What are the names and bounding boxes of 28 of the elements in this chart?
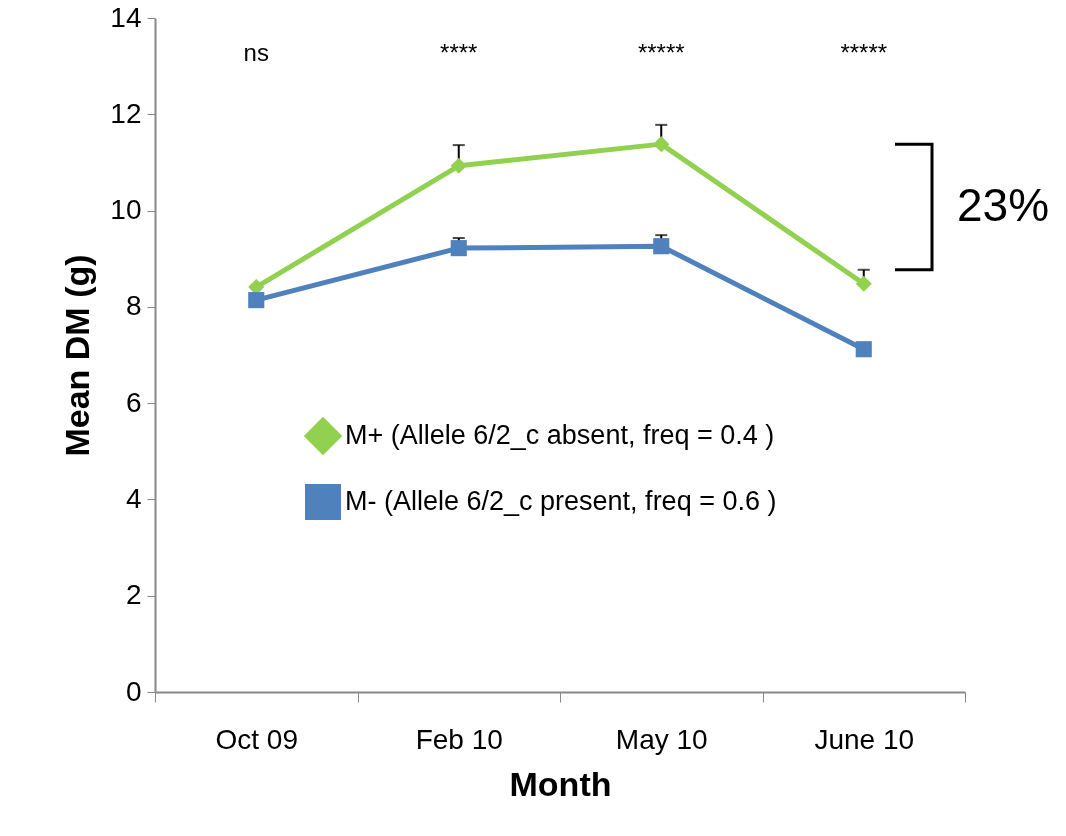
y-tick-label: 2	[125, 579, 142, 611]
y-tick-label: 10	[110, 194, 142, 226]
point	[653, 238, 670, 255]
annotation: *****	[840, 39, 888, 66]
y-axis-title: Mean DM (g)	[58, 254, 97, 457]
legend-label: M- (Allele 6/2_c present, freq = 0.6 )	[345, 486, 777, 516]
y-tick-label: 8	[125, 290, 142, 322]
x-tick-label: June 10	[814, 723, 915, 755]
annotation: ****	[440, 39, 478, 66]
y-tick-label: 4	[125, 482, 142, 514]
x-tick-label: Oct 09	[215, 723, 298, 755]
y-tick-label: 0	[125, 675, 142, 707]
x-tick-label: Feb 10	[415, 723, 503, 755]
y-tick-label: 6	[125, 386, 142, 418]
annotation: ns	[243, 39, 269, 66]
y-tick-label: 14	[110, 1, 142, 33]
point	[855, 341, 872, 358]
point	[653, 136, 670, 153]
point	[248, 292, 265, 309]
annotation: 23%	[956, 178, 1050, 231]
point	[855, 275, 872, 292]
point	[450, 157, 467, 174]
point	[450, 240, 467, 257]
annotation: *****	[637, 39, 685, 66]
legend-label: M+ (Allele 6/2_c absent, freq = 0.4 )	[345, 420, 775, 450]
y-tick-label: 12	[110, 97, 142, 129]
x-axis-title: Month	[509, 764, 612, 803]
x-tick-label: May 10	[615, 723, 708, 755]
